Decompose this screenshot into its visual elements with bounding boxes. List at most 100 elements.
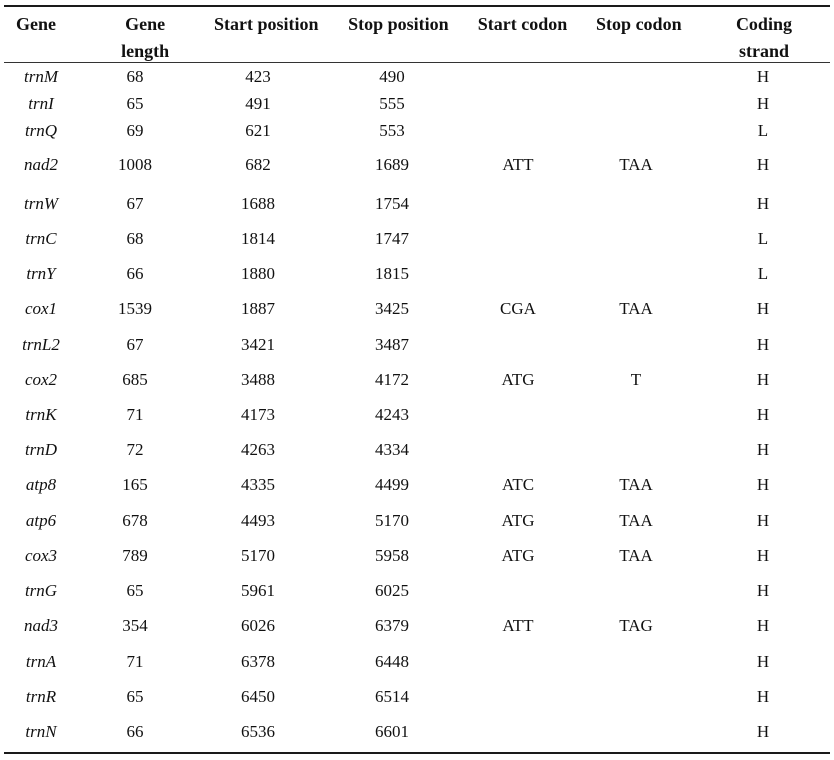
cell-gene: trnN [25, 722, 57, 741]
cell-start-codon: ATT [502, 155, 534, 174]
cell-stop-position: 4243 [375, 404, 409, 424]
cell-stop-position: 6514 [375, 686, 409, 706]
cell-gene: nad2 [24, 155, 58, 174]
cell-stop-position: 1815 [375, 263, 409, 283]
header-gene-length-line1: Gene [125, 14, 166, 34]
cell-start-position: 6536 [241, 722, 275, 741]
cell-gene: trnR [25, 686, 57, 706]
cell-stop-codon: TAA [619, 475, 653, 494]
table-top-rule [4, 5, 830, 7]
cell-gene-length: 66 [126, 263, 144, 283]
cell-start-position: 4173 [241, 404, 275, 424]
cell-gene-length: 65 [126, 93, 144, 113]
cell-stop-codon: T [630, 369, 642, 389]
cell-gene: trnD [24, 439, 58, 459]
cell-stop-position: 6601 [375, 722, 409, 741]
cell-gene-length: 65 [126, 580, 144, 600]
cell-gene-length: 67 [126, 193, 144, 213]
cell-start-position: 6026 [241, 616, 275, 635]
cell-stop-codon: TAA [619, 545, 653, 565]
cell-gene-length: 1008 [118, 155, 152, 174]
cell-stop-position: 490 [379, 66, 405, 86]
table-row: trnM 68 423 490 H [4, 63, 830, 90]
cell-gene-length: 71 [126, 404, 144, 424]
cell-gene-length: 789 [122, 545, 148, 565]
cell-start-codon: ATG [501, 369, 535, 389]
cell-coding-strand: H [756, 193, 770, 213]
cell-start-position: 5170 [241, 545, 275, 565]
cell-gene: trnM [24, 66, 58, 86]
table-row: trnD 72 4263 4334 H [4, 432, 830, 467]
cell-gene-length: 1539 [118, 299, 152, 318]
cell-coding-strand: H [756, 66, 770, 86]
cell-gene-length: 66 [126, 722, 144, 741]
table-row: atp8 165 4335 4499 ATC TAA H [4, 467, 830, 503]
cell-coding-strand: H [756, 545, 770, 565]
cell-stop-codon: TAA [619, 510, 653, 530]
cell-gene: trnC [25, 228, 57, 248]
cell-gene: nad3 [24, 616, 58, 635]
cell-coding-strand: H [756, 475, 770, 494]
table-row: cox3 789 5170 5958 ATG TAA H [4, 538, 830, 573]
cell-coding-strand: H [756, 722, 770, 741]
cell-start-position: 3488 [241, 369, 275, 389]
cell-stop-position: 6379 [375, 616, 409, 635]
table-row: atp6 678 4493 5170 ATG TAA H [4, 503, 830, 538]
cell-coding-strand: L [757, 228, 769, 248]
cell-start-codon: ATT [502, 616, 534, 635]
cell-gene-length: 71 [126, 651, 144, 671]
cell-gene: atp6 [25, 510, 57, 530]
cell-start-position: 4263 [241, 439, 275, 459]
table-row: trnG 65 5961 6025 H [4, 573, 830, 608]
cell-stop-position: 4172 [375, 369, 409, 389]
table-row: trnI 65 491 555 H [4, 90, 830, 117]
cell-stop-codon: TAA [619, 299, 653, 318]
header-stop-position: Stop position [348, 14, 449, 34]
cell-gene: cox2 [24, 369, 58, 389]
cell-stop-position: 553 [379, 120, 405, 140]
cell-coding-strand: H [756, 686, 770, 706]
cell-start-codon: CGA [500, 299, 536, 318]
header-gene: Gene [16, 14, 56, 34]
cell-gene-length: 68 [126, 66, 144, 86]
cell-stop-position: 6448 [375, 651, 409, 671]
table-row: cox2 685 3488 4172 ATG T H [4, 362, 830, 397]
cell-coding-strand: H [756, 299, 770, 318]
cell-stop-position: 1754 [375, 193, 409, 213]
cell-coding-strand: H [756, 580, 770, 600]
cell-gene-length: 165 [122, 475, 148, 494]
table-row: trnC 68 1814 1747 L [4, 221, 830, 256]
cell-stop-position: 1689 [375, 155, 409, 174]
cell-stop-codon: TAA [619, 155, 653, 174]
cell-start-position: 5961 [241, 580, 275, 600]
cell-coding-strand: H [756, 155, 770, 174]
cell-stop-position: 555 [379, 93, 405, 113]
cell-coding-strand: H [756, 439, 770, 459]
table-row: trnA 71 6378 6448 H [4, 644, 830, 679]
cell-gene: trnY [26, 263, 56, 283]
cell-coding-strand: H [756, 93, 770, 113]
cell-gene: cox1 [24, 299, 58, 318]
cell-stop-position: 6025 [375, 580, 409, 600]
header-gene-length-line2: length [121, 41, 170, 61]
table-bottom-rule [4, 752, 830, 754]
cell-gene: trnI [28, 93, 54, 113]
table-header: Gene Gene length Start position Stop pos… [4, 7, 830, 62]
cell-start-codon: ATG [501, 545, 535, 565]
cell-coding-strand: H [756, 510, 770, 530]
cell-start-position: 621 [245, 120, 271, 140]
cell-start-position: 1887 [241, 299, 275, 318]
cell-coding-strand: L [757, 263, 769, 283]
cell-start-position: 423 [245, 66, 271, 86]
cell-gene-length: 685 [122, 369, 148, 389]
cell-gene: atp8 [25, 475, 57, 494]
cell-gene-length: 72 [126, 439, 144, 459]
cell-stop-position: 4334 [375, 439, 409, 459]
table-row: trnW 67 1688 1754 H [4, 186, 830, 221]
header-coding-strand: Coding strand [698, 7, 830, 65]
cell-stop-position: 4499 [375, 475, 409, 494]
header-start-codon: Start codon [477, 14, 568, 34]
cell-start-position: 6378 [241, 651, 275, 671]
cell-stop-codon: TAG [619, 616, 653, 635]
cell-coding-strand: H [756, 651, 770, 671]
